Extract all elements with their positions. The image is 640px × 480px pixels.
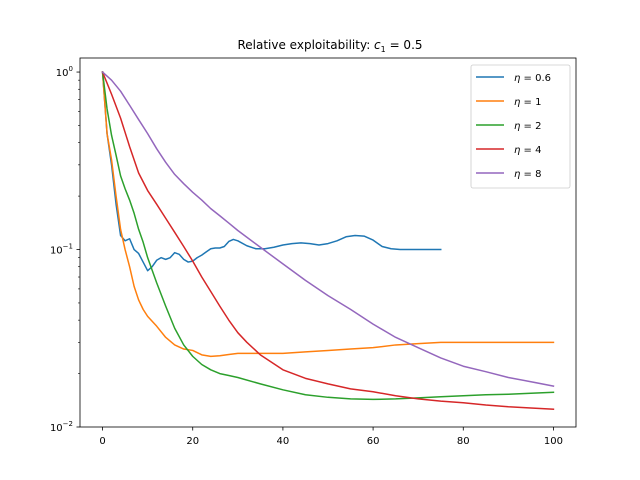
- series-line-0: [101, 71, 442, 272]
- y-tick-label-1: 10−1: [50, 243, 73, 257]
- legend-entries: η = 0.6 η = 1 η = 2 η = 4 η = 8: [476, 73, 551, 180]
- x-tick-label-60: 60: [367, 436, 380, 447]
- legend: η = 0.6 η = 1 η = 2 η = 4 η = 8: [470, 64, 571, 189]
- x-axis: 0 20 40 60 80 100: [99, 427, 563, 447]
- x-tick-label-40: 40: [277, 436, 290, 447]
- x-tick-label-100: 100: [544, 436, 563, 447]
- y-tick-label-0: 100: [56, 65, 73, 79]
- series-group: [101, 70, 555, 410]
- series-line-3: [101, 71, 555, 410]
- series-line-4: [101, 70, 555, 387]
- x-tick-label-20: 20: [186, 436, 199, 447]
- y-axis: 100 10−1 10−2: [50, 65, 80, 434]
- legend-box: [470, 64, 571, 189]
- chart-title: Relative exploitability: c1 = 0.5: [237, 38, 422, 54]
- series-line-2: [101, 71, 555, 401]
- x-tick-label-80: 80: [457, 436, 470, 447]
- legend-label-1: η = 1: [514, 97, 541, 108]
- axes-frame: [79, 57, 577, 428]
- legend-label-4: η = 8: [514, 169, 541, 180]
- series-line-1: [101, 71, 555, 358]
- plot-area: [79, 57, 577, 428]
- x-tick-label-0: 0: [99, 436, 105, 447]
- y-tick-label-2: 10−2: [50, 420, 73, 434]
- legend-label-0: η = 0.6: [514, 73, 551, 84]
- legend-label-2: η = 2: [514, 121, 541, 132]
- legend-label-3: η = 4: [514, 145, 541, 156]
